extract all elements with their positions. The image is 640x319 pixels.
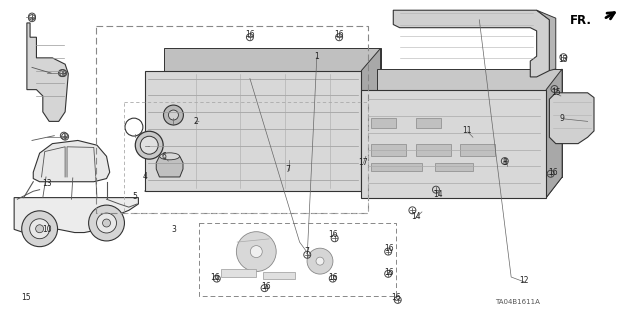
Text: 14: 14 (411, 212, 420, 221)
Text: TA04B1611A: TA04B1611A (495, 300, 540, 305)
Circle shape (316, 257, 324, 265)
Polygon shape (378, 69, 562, 177)
Polygon shape (14, 197, 138, 233)
Text: 12: 12 (519, 276, 529, 285)
Text: 16: 16 (210, 272, 220, 281)
Polygon shape (435, 163, 473, 171)
Text: 16: 16 (328, 272, 337, 281)
Polygon shape (371, 118, 396, 128)
Text: 5: 5 (132, 191, 138, 201)
Circle shape (140, 136, 158, 154)
Text: 13: 13 (559, 55, 568, 64)
Polygon shape (221, 269, 256, 277)
Text: 16: 16 (392, 293, 401, 302)
Text: 2: 2 (193, 117, 198, 126)
Text: 17: 17 (358, 158, 368, 167)
Text: 3: 3 (171, 225, 176, 234)
Circle shape (29, 219, 49, 239)
Polygon shape (262, 272, 294, 278)
Text: 1: 1 (314, 52, 319, 61)
Polygon shape (460, 144, 495, 156)
Circle shape (36, 225, 44, 233)
Circle shape (168, 110, 179, 120)
Text: 15: 15 (20, 293, 31, 302)
Polygon shape (371, 163, 422, 171)
Text: 7: 7 (285, 165, 291, 174)
Text: 16: 16 (261, 282, 271, 291)
Polygon shape (362, 177, 562, 197)
Text: 16: 16 (548, 168, 557, 177)
Text: 16: 16 (384, 268, 394, 277)
Circle shape (22, 211, 58, 247)
Text: 10: 10 (42, 225, 52, 234)
Text: 11: 11 (462, 126, 471, 135)
Text: 6: 6 (161, 152, 166, 161)
Text: FR.: FR. (570, 14, 591, 27)
Text: 4: 4 (142, 173, 147, 182)
Circle shape (307, 248, 333, 274)
Circle shape (163, 105, 184, 125)
Text: 16: 16 (334, 30, 344, 39)
Polygon shape (164, 48, 381, 169)
Circle shape (97, 213, 116, 233)
Polygon shape (415, 118, 441, 128)
Text: 7: 7 (305, 247, 310, 256)
Polygon shape (145, 169, 381, 191)
Ellipse shape (159, 153, 180, 160)
Circle shape (135, 131, 163, 159)
Polygon shape (145, 70, 362, 191)
Polygon shape (362, 48, 381, 191)
Text: 16: 16 (245, 30, 255, 39)
Polygon shape (415, 144, 451, 156)
Polygon shape (546, 69, 562, 197)
Text: 15: 15 (551, 88, 561, 97)
Polygon shape (156, 156, 183, 177)
Circle shape (250, 246, 262, 257)
Text: 16: 16 (384, 244, 394, 253)
Circle shape (102, 219, 111, 227)
Circle shape (88, 205, 124, 241)
Polygon shape (371, 144, 406, 156)
Polygon shape (393, 10, 549, 77)
Polygon shape (362, 90, 546, 197)
Text: 9: 9 (560, 114, 564, 123)
Polygon shape (537, 10, 556, 70)
Polygon shape (27, 23, 68, 122)
Text: 8: 8 (502, 158, 507, 167)
Text: 14: 14 (433, 190, 443, 199)
Polygon shape (549, 93, 594, 144)
Circle shape (236, 232, 276, 271)
Text: 13: 13 (42, 179, 52, 188)
Polygon shape (33, 140, 109, 182)
Text: 16: 16 (328, 230, 337, 239)
